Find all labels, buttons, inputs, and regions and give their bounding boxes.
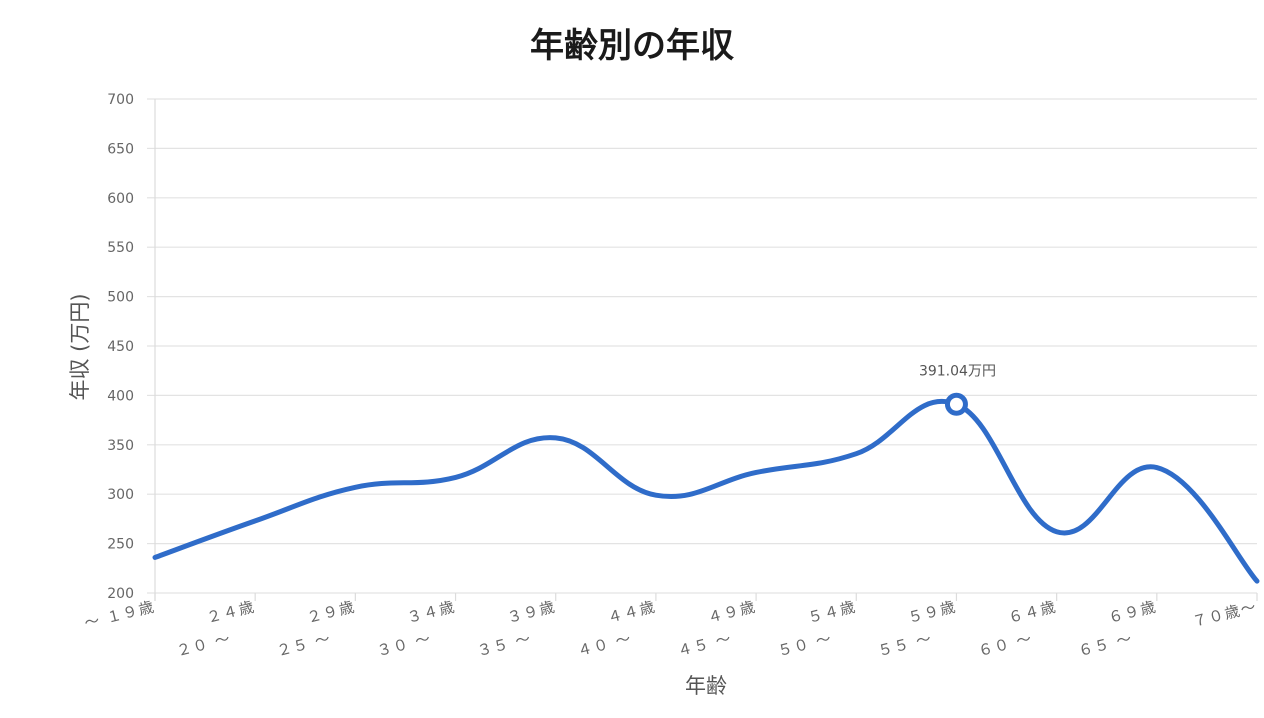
x-tick-label: ４５ ～ [676, 629, 734, 660]
highlight-point[interactable] [944, 392, 968, 416]
x-tick-label-group: ３４歳 ３０ ～ [375, 597, 458, 660]
x-tick-label: ３５ ～ [475, 629, 533, 660]
y-tick-label: 650 [107, 141, 134, 157]
x-tick-label-group: ２４歳 ２０ ～ [175, 597, 258, 660]
x-tick-label: ４０ ～ [575, 629, 633, 660]
x-tick-label: ～ １９歳 [82, 597, 156, 632]
x-tick-label-group: ６９歳 ６５ ～ [1076, 597, 1159, 660]
x-tick-label: ３９歳 [505, 597, 557, 626]
x-tick-label: ６５ ～ [1076, 629, 1134, 660]
x-tick-label-group: ５９歳 ５５ ～ [876, 597, 959, 660]
x-tick-label-group: ５４歳 ５０ ～ [776, 597, 859, 660]
x-tick-label: ２９歳 [305, 597, 357, 626]
x-tick-label: ６９歳 [1106, 597, 1158, 626]
x-tick-label-group: ４４歳 ４０ ～ [575, 597, 658, 660]
x-tick-label: ５５ ～ [876, 629, 934, 660]
axis-layer: 200 250 300 350 400 450 500 550 600 650 700 [107, 92, 1258, 602]
x-tick-label: ３０ ～ [375, 629, 433, 660]
label-layer: ～ １９歳 ２４歳 ２０ ～ ２９歳 ２５ ～ ３４歳 ３０ ～ ３９歳 ３５ ～ ４４歳 ４０ ～… [82, 363, 1258, 660]
y-tick-label: 700 [107, 92, 134, 108]
x-axis-title: 年齢 [685, 674, 727, 698]
y-tick-label: 500 [107, 290, 134, 306]
x-tick-label: ５４歳 [806, 597, 858, 626]
series-line [152, 399, 1260, 584]
x-tick-label-group: ４９歳 ４５ ～ [676, 597, 759, 660]
x-tick-label: ５０ ～ [776, 629, 834, 660]
y-tick-label: 350 [107, 438, 134, 454]
chart-title: 年齢別の年収 [530, 26, 734, 66]
y-tick-label: 200 [107, 586, 134, 602]
y-tick-label: 600 [107, 191, 134, 207]
x-tick-label: ６０ ～ [976, 629, 1034, 660]
x-tick-label-group: ６４歳 ６０ ～ [976, 597, 1059, 660]
x-tick-label: ４４歳 [605, 597, 657, 626]
x-tick-label: ５９歳 [906, 597, 958, 626]
highlight-label: 391.04万円 [919, 363, 996, 379]
y-tick-label: 400 [107, 388, 134, 404]
x-tick-label-group: ～ １９歳 [82, 597, 156, 632]
x-tick-label-group: ３９歳 ３５ ～ [475, 597, 558, 660]
line-layer [152, 392, 1260, 584]
grid-layer [155, 98, 1257, 594]
x-tick-label: ６４歳 [1006, 597, 1058, 626]
y-tick-label: 450 [107, 339, 134, 355]
y-tick-label: 550 [107, 240, 134, 256]
x-tick-label-group: ７０歳～ [1191, 597, 1259, 630]
y-tick-label: 300 [107, 487, 134, 503]
y-tick-label: 250 [107, 537, 134, 553]
x-tick-label-group: ２９歳 ２５ ～ [275, 597, 358, 660]
x-tick-label: ７０歳～ [1191, 597, 1259, 630]
x-tick-label: ４９歳 [706, 597, 758, 626]
x-tick-label: ２５ ～ [275, 629, 333, 660]
x-tick-label: ２０ ～ [175, 629, 233, 660]
y-axis-title: 年収 (万円) [68, 293, 92, 400]
x-tick-label: ３４歳 [405, 597, 457, 626]
x-tick-label: ２４歳 [205, 597, 257, 626]
